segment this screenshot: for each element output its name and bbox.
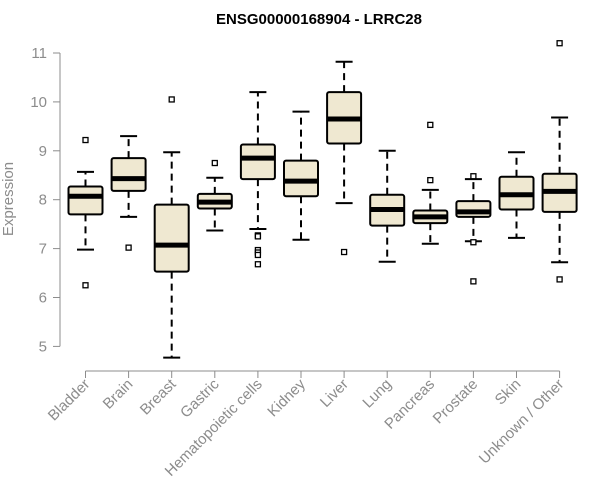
outlier-point xyxy=(82,282,89,289)
x-tick-label: Brain xyxy=(100,376,137,413)
x-tick-label: Skin xyxy=(492,376,525,409)
iqr-box xyxy=(283,159,319,198)
box-brain xyxy=(110,135,147,251)
iqr-box xyxy=(455,200,492,218)
iqr-box xyxy=(67,185,104,216)
box-skin xyxy=(498,151,535,239)
x-tick-label: Breast xyxy=(137,375,180,418)
y-tick-label: 5 xyxy=(39,338,47,355)
iqr-box xyxy=(239,143,276,181)
plot-area xyxy=(67,40,578,359)
box-gastric xyxy=(196,159,233,232)
outlier-point xyxy=(125,244,132,251)
y-tick-label: 7 xyxy=(39,241,47,258)
box-pancreas xyxy=(412,121,449,245)
iqr-box xyxy=(153,203,190,273)
outlier-point xyxy=(211,159,218,167)
outlier-point xyxy=(556,276,563,283)
box-breast xyxy=(153,96,190,359)
x-tick-label: Kidney xyxy=(264,375,309,420)
x-tick-label: Lung xyxy=(359,376,395,412)
outlier-point xyxy=(254,233,262,240)
y-tick-label: 9 xyxy=(39,143,47,160)
outlier-point xyxy=(470,239,477,246)
x-tick-label: Liver xyxy=(317,376,352,411)
outlier-point xyxy=(254,261,262,268)
outlier-point xyxy=(340,248,348,256)
outlier-point xyxy=(470,173,477,180)
box-unknown-other xyxy=(541,40,578,283)
outlier-point xyxy=(470,278,477,285)
box-lung xyxy=(369,149,406,263)
outlier-point xyxy=(427,121,434,129)
y-axis-label: Expression xyxy=(0,162,17,236)
outlier-point xyxy=(556,40,563,47)
y-axis: 5 6 7 8 9 10 11 xyxy=(30,45,61,355)
y-tick-label: 10 xyxy=(30,94,47,111)
y-tick-label: 8 xyxy=(39,192,47,209)
outlier-point xyxy=(427,176,434,184)
chart-title: ENSG00000168904 - LRRC28 xyxy=(216,11,422,28)
outlier-point xyxy=(82,136,89,144)
box-hematopoietic-cells xyxy=(239,91,276,268)
x-tick-label: Prostate xyxy=(430,376,482,428)
box-bladder xyxy=(67,136,104,289)
iqr-box xyxy=(110,157,147,192)
y-tick-label: 6 xyxy=(39,290,47,307)
outlier-point xyxy=(168,96,175,103)
box-kidney xyxy=(283,110,319,241)
x-tick-label: Bladder xyxy=(45,376,94,425)
y-tick-label: 11 xyxy=(31,45,47,62)
box-prostate xyxy=(455,173,492,285)
outlier-point xyxy=(254,251,262,259)
box-liver xyxy=(326,60,363,256)
